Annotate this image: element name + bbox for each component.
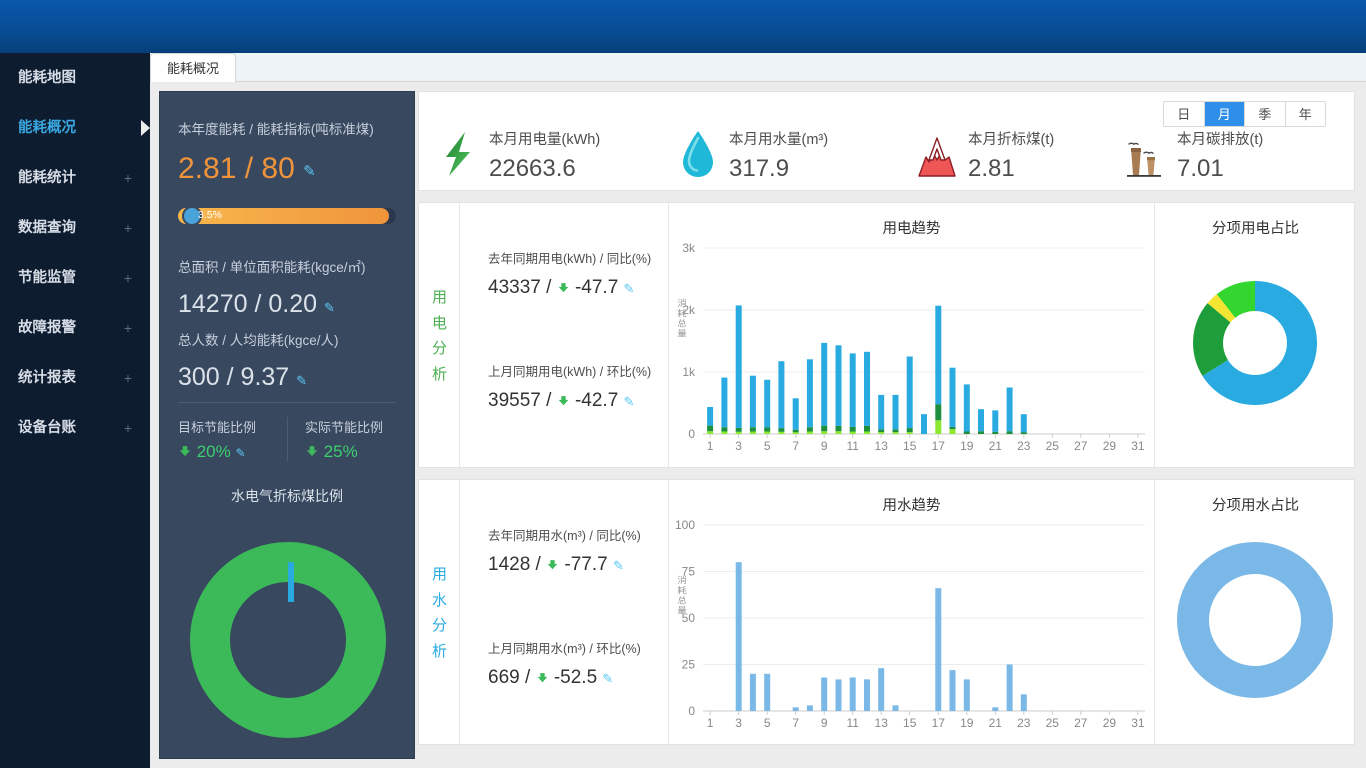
svg-text:9: 9: [821, 439, 828, 453]
svg-text:5: 5: [764, 716, 771, 730]
svg-text:19: 19: [960, 716, 974, 730]
svg-text:3: 3: [735, 716, 742, 730]
svg-text:1: 1: [707, 716, 714, 730]
svg-text:7: 7: [792, 716, 799, 730]
svg-text:25: 25: [1046, 439, 1060, 453]
svg-text:27: 27: [1074, 716, 1088, 730]
svg-text:31: 31: [1131, 716, 1145, 730]
svg-text:9: 9: [821, 716, 828, 730]
svg-text:13: 13: [875, 716, 889, 730]
svg-text:29: 29: [1103, 439, 1117, 453]
svg-text:31: 31: [1131, 439, 1145, 453]
svg-text:23: 23: [1017, 439, 1031, 453]
svg-text:3k: 3k: [682, 241, 696, 255]
svg-text:25: 25: [682, 658, 696, 672]
svg-text:7: 7: [792, 439, 799, 453]
svg-text:100: 100: [675, 518, 695, 532]
svg-text:1k: 1k: [682, 365, 696, 379]
svg-text:21: 21: [989, 439, 1003, 453]
svg-text:29: 29: [1103, 716, 1117, 730]
svg-text:15: 15: [903, 716, 917, 730]
svg-text:17: 17: [932, 716, 946, 730]
svg-text:15: 15: [903, 439, 917, 453]
svg-text:11: 11: [846, 716, 859, 730]
svg-text:11: 11: [846, 439, 859, 453]
svg-text:5: 5: [764, 439, 771, 453]
svg-text:21: 21: [989, 716, 1003, 730]
svg-text:13: 13: [875, 439, 889, 453]
svg-text:3: 3: [735, 439, 742, 453]
svg-text:23: 23: [1017, 716, 1031, 730]
svg-text:0: 0: [688, 704, 695, 718]
svg-text:25: 25: [1046, 716, 1060, 730]
svg-text:19: 19: [960, 439, 974, 453]
svg-text:1: 1: [707, 439, 714, 453]
svg-text:27: 27: [1074, 439, 1088, 453]
svg-text:0: 0: [688, 427, 695, 441]
svg-text:17: 17: [932, 439, 946, 453]
